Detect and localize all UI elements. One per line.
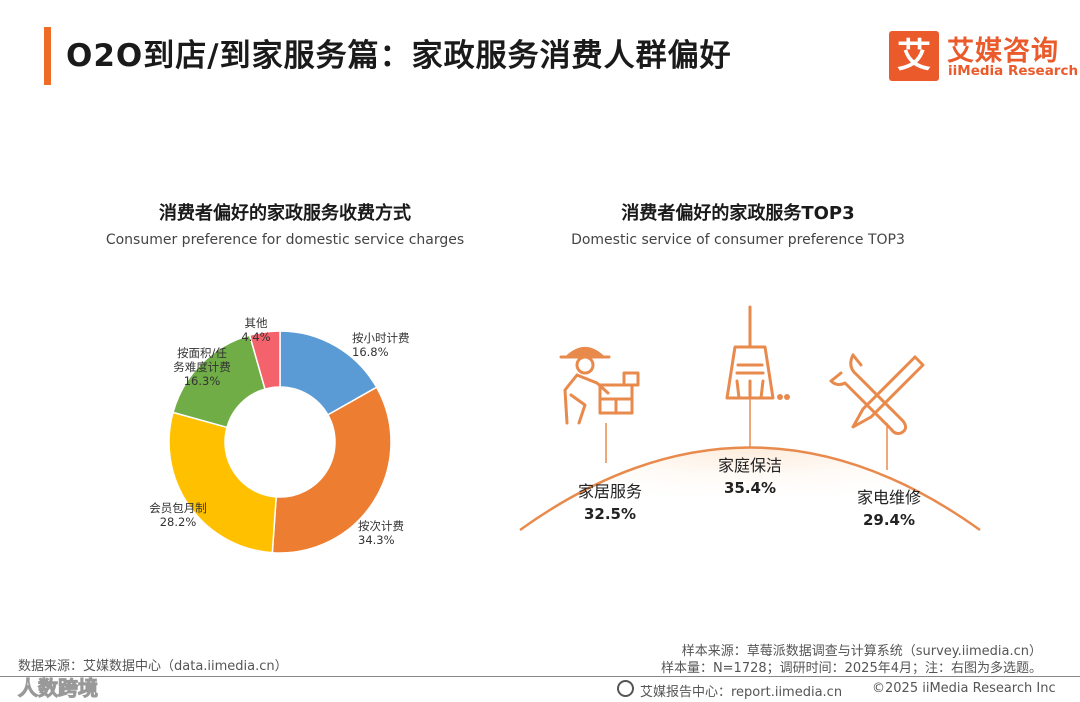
slice-label: 其他 — [245, 316, 268, 330]
copyright: ©2025 iiMedia Research Inc — [872, 681, 1056, 696]
donut-slice — [271, 386, 392, 554]
right-chart-title: 消费者偏好的家政服务TOP3 — [621, 203, 855, 224]
sample-info: 样本量：N=1728；调研时间：2025年4月；注：右图为多选题。 — [660, 661, 1042, 676]
slice-value-label: 16.8% — [352, 345, 389, 359]
sample-source: 样本来源：草莓派数据调查与计算系统（survey.iimedia.cn） — [681, 644, 1042, 659]
donut-slice — [168, 411, 278, 554]
broom-icon — [725, 305, 790, 400]
left-chart-subtitle: Consumer preference for domestic service… — [105, 232, 465, 248]
slice-label: 按面积/任 — [177, 346, 227, 360]
top3-category-label: 家电维修 — [857, 488, 921, 507]
slice-label: 务难度计费 — [173, 360, 231, 374]
slice-label: 按次计费 — [358, 519, 404, 533]
logo-mark-icon: 艾 — [889, 31, 939, 81]
footer-divider — [0, 676, 1080, 677]
slice-value-label: 4.4% — [241, 330, 270, 344]
data-source: 数据来源：艾媒数据中心（data.iimedia.cn） — [18, 659, 288, 674]
left-chart-title: 消费者偏好的家政服务收费方式 — [159, 203, 411, 224]
top3-value-label: 32.5% — [584, 505, 636, 523]
title-accent-bar — [44, 27, 51, 85]
top3-chart: 家居服务 32.5% 家庭保洁 35.4% 家电维修 29.4% — [519, 305, 981, 532]
report-center: 艾媒报告中心：report.iimedia.cn — [640, 685, 843, 700]
tools-icon — [829, 353, 925, 435]
dome-arc — [519, 446, 981, 532]
top3-value-label: 35.4% — [724, 479, 776, 497]
brand-logo: 艾 艾媒咨询 iiMedia Research — [889, 31, 1078, 81]
worker-icon — [559, 347, 640, 425]
globe-icon — [617, 680, 634, 697]
logo-name-cn: 艾媒咨询 — [947, 36, 1059, 67]
logo-name-en: iiMedia Research — [948, 63, 1079, 79]
slice-label: 按小时计费 — [352, 331, 410, 345]
slice-value-label: 34.3% — [358, 533, 395, 547]
watermark: 人数跨境 — [18, 676, 99, 701]
slice-value-label: 16.3% — [184, 374, 221, 388]
top3-value-label: 29.4% — [863, 511, 915, 529]
page-title: O2O到店/到家服务篇：家政服务消费人群偏好 — [66, 38, 732, 74]
top3-labels: 家居服务 32.5% 家庭保洁 35.4% 家电维修 29.4% — [578, 456, 921, 529]
top3-category-label: 家庭保洁 — [718, 456, 782, 475]
slice-label: 会员包月制 — [149, 501, 207, 515]
right-chart-subtitle: Domestic service of consumer preference … — [571, 232, 905, 248]
top3-category-label: 家居服务 — [578, 482, 642, 501]
donut-slice — [248, 330, 281, 391]
slice-value-label: 28.2% — [160, 515, 197, 529]
